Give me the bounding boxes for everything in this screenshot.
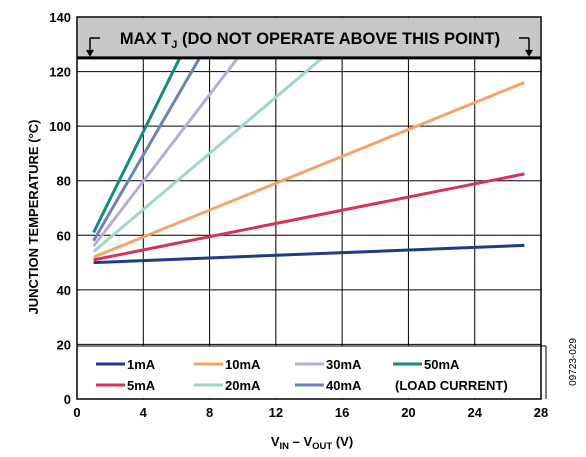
series-lines xyxy=(92,56,525,265)
series-line xyxy=(93,243,525,265)
series-line xyxy=(92,57,239,248)
y-tick-label: 80 xyxy=(57,174,71,189)
x-axis-label-tail: (V) xyxy=(332,434,353,449)
x-axis-label-sub1: IN xyxy=(280,441,290,452)
x-axis-label: VIN – VOUT (V) xyxy=(271,434,353,452)
tick-labels: 0 4 8 12 16 20 24 28 0 20 40 60 80 100 120 140 xyxy=(49,10,548,420)
max-temp-label-sub: J xyxy=(171,39,177,51)
legend-label: 50mA xyxy=(424,357,460,372)
y-tick-label: 20 xyxy=(57,337,71,352)
legend-label: 1mA xyxy=(127,357,156,372)
x-tick-label: 0 xyxy=(73,405,80,420)
x-axis-label-base: V xyxy=(271,434,280,449)
x-tick-label: 8 xyxy=(206,405,213,420)
legend-label: 10mA xyxy=(225,357,261,372)
y-tick-label: 140 xyxy=(49,10,71,25)
legend-label: 20mA xyxy=(225,378,261,393)
max-temp-label-tail: (DO NOT OPERATE ABOVE THIS POINT) xyxy=(177,30,500,48)
y-tick-label: 60 xyxy=(57,228,71,243)
y-axis-label: JUNCTION TEMPERATURE (°C) xyxy=(26,120,41,315)
series-line xyxy=(93,81,525,259)
x-axis-label-mid: – V xyxy=(289,434,312,449)
figure-id: 09723-029 xyxy=(568,338,579,386)
series-line xyxy=(93,172,525,262)
max-temp-region xyxy=(78,18,540,58)
arrow-down-left-icon xyxy=(86,49,94,57)
x-axis-label-sub2: OUT xyxy=(312,441,332,452)
grid xyxy=(76,16,542,400)
x-tick-label: 28 xyxy=(534,405,548,420)
legend-box xyxy=(78,346,545,398)
x-tick-label: 24 xyxy=(467,405,482,420)
legend-label: 40mA xyxy=(326,378,362,393)
x-tick-label: 16 xyxy=(335,405,349,420)
plot-frame xyxy=(76,16,542,400)
legend: 1mA 10mA 30mA 50mA 5mA 20mA 40mA (LOAD CURRENT) xyxy=(77,345,547,399)
legend-note: (LOAD CURRENT) xyxy=(395,378,508,393)
y-tick-label: 120 xyxy=(49,65,71,80)
x-tick-label: 20 xyxy=(401,405,415,420)
max-temp-label-text: MAX T xyxy=(120,30,171,48)
y-tick-label: 40 xyxy=(57,283,71,298)
x-tick-label: 12 xyxy=(269,405,283,420)
y-tick-label: 0 xyxy=(64,392,71,407)
series-line xyxy=(92,57,182,234)
legend-label: 5mA xyxy=(127,378,156,393)
arrow-down-right-icon xyxy=(525,49,533,57)
max-temp-label: MAX TJ (DO NOT OPERATE ABOVE THIS POINT) xyxy=(120,30,500,51)
series-line xyxy=(92,56,324,253)
x-tick-label: 4 xyxy=(140,405,148,420)
y-tick-label: 100 xyxy=(49,119,71,134)
series-line xyxy=(92,57,201,242)
legend-label: 30mA xyxy=(326,357,362,372)
max-temp-banner: MAX TJ (DO NOT OPERATE ABOVE THIS POINT) xyxy=(77,18,541,60)
